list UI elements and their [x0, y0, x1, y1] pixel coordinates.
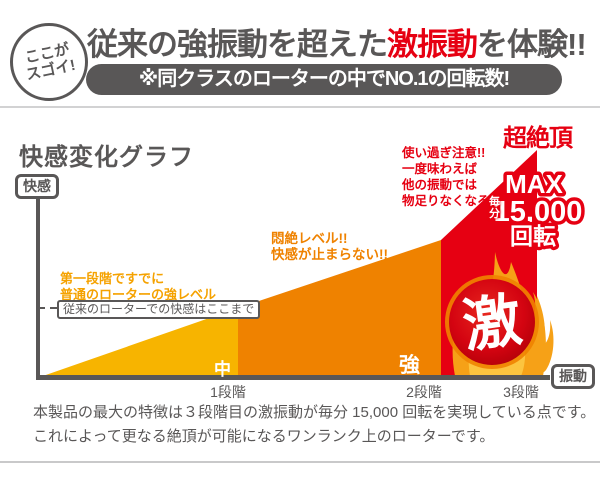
main-headline: 従来の強振動を超えた激振動を体験!!	[87, 19, 587, 64]
stage3-annotation-line4: 物足りなくなる!?	[402, 194, 502, 208]
x-tick-stage1: 1段階	[210, 384, 246, 400]
geki-circle	[449, 279, 535, 365]
max-label: MAX	[505, 169, 563, 199]
per-minute-label: 毎分	[489, 196, 500, 220]
peak-label: 超絶頂	[503, 125, 573, 152]
x-axis-label: 振動	[551, 364, 595, 389]
stage1-annotation: 第一段階ですでに 普通のローターの強レベル	[60, 271, 216, 303]
x-tick-stage3: 3段階	[503, 384, 539, 400]
stage3-annotation-line3: 他の振動では	[402, 178, 478, 192]
stage2-level-label: 強	[399, 354, 420, 377]
chart-title: 快感変化グラフ	[19, 144, 194, 171]
highlight-badge: ここが スゴイ!	[10, 23, 88, 101]
headline-highlight: 激振動	[387, 27, 478, 62]
stage1-annotation-line1: 第一段階ですでに	[60, 271, 165, 286]
rpm-value: 15,000	[494, 196, 583, 228]
stage2-area	[238, 240, 441, 377]
stage2-annotation: 悶絶レベル!! 快感が止まらない!!	[271, 231, 388, 263]
sub-headline-text: ※同クラスのローターの中でNO.1の回転数!	[138, 68, 510, 90]
geki-burst: 激	[445, 275, 539, 369]
footer-line1: 本製品の最大の特徴は３段階目の激振動が毎分 15,000 回転を実現している点で…	[33, 404, 596, 421]
threshold-label: 従来のローターでの快感はここまで	[57, 300, 261, 319]
stage2-annotation-line2: 快感が止まらない!!	[271, 247, 388, 262]
footer-line2: これによって更なる絶頂が可能になるワンランク上のローターです。	[33, 428, 495, 445]
y-axis-label: 快感	[15, 174, 59, 199]
top-divider	[0, 106, 600, 108]
footer-description: 本製品の最大の特徴は３段階目の激振動が毎分 15,000 回転を実現している点で…	[33, 401, 595, 449]
x-tick-stage2: 2段階	[406, 384, 442, 400]
max-rpm-block: MAX 15,000 回転	[490, 166, 586, 253]
stage1-level-label: 中	[214, 360, 231, 379]
headline-pre: 従来の強振動を超えた	[87, 27, 388, 62]
bottom-divider	[0, 461, 600, 463]
headline-post: を体験!!	[477, 27, 587, 62]
stage1-area	[40, 308, 238, 377]
stage1-annotation-line2: 普通のローターの強レベル	[60, 287, 217, 302]
rpm-unit: 回転	[510, 223, 556, 249]
stage3-annotation-line2: 一度味わえば	[402, 162, 478, 176]
stage2-annotation-line1: 悶絶レベル!!	[271, 231, 348, 246]
stage3-annotation-line1: 使い過ぎ注意!!	[402, 146, 486, 160]
stage3-level-label: 激	[459, 287, 525, 359]
x-axis-line	[36, 375, 550, 380]
sub-headline-banner: ※同クラスのローターの中でNO.1の回転数!	[86, 64, 562, 95]
stage3-annotation: 使い過ぎ注意!! 一度味わえば 他の振動では 物足りなくなる!?	[402, 145, 501, 209]
y-axis-line	[36, 194, 40, 380]
